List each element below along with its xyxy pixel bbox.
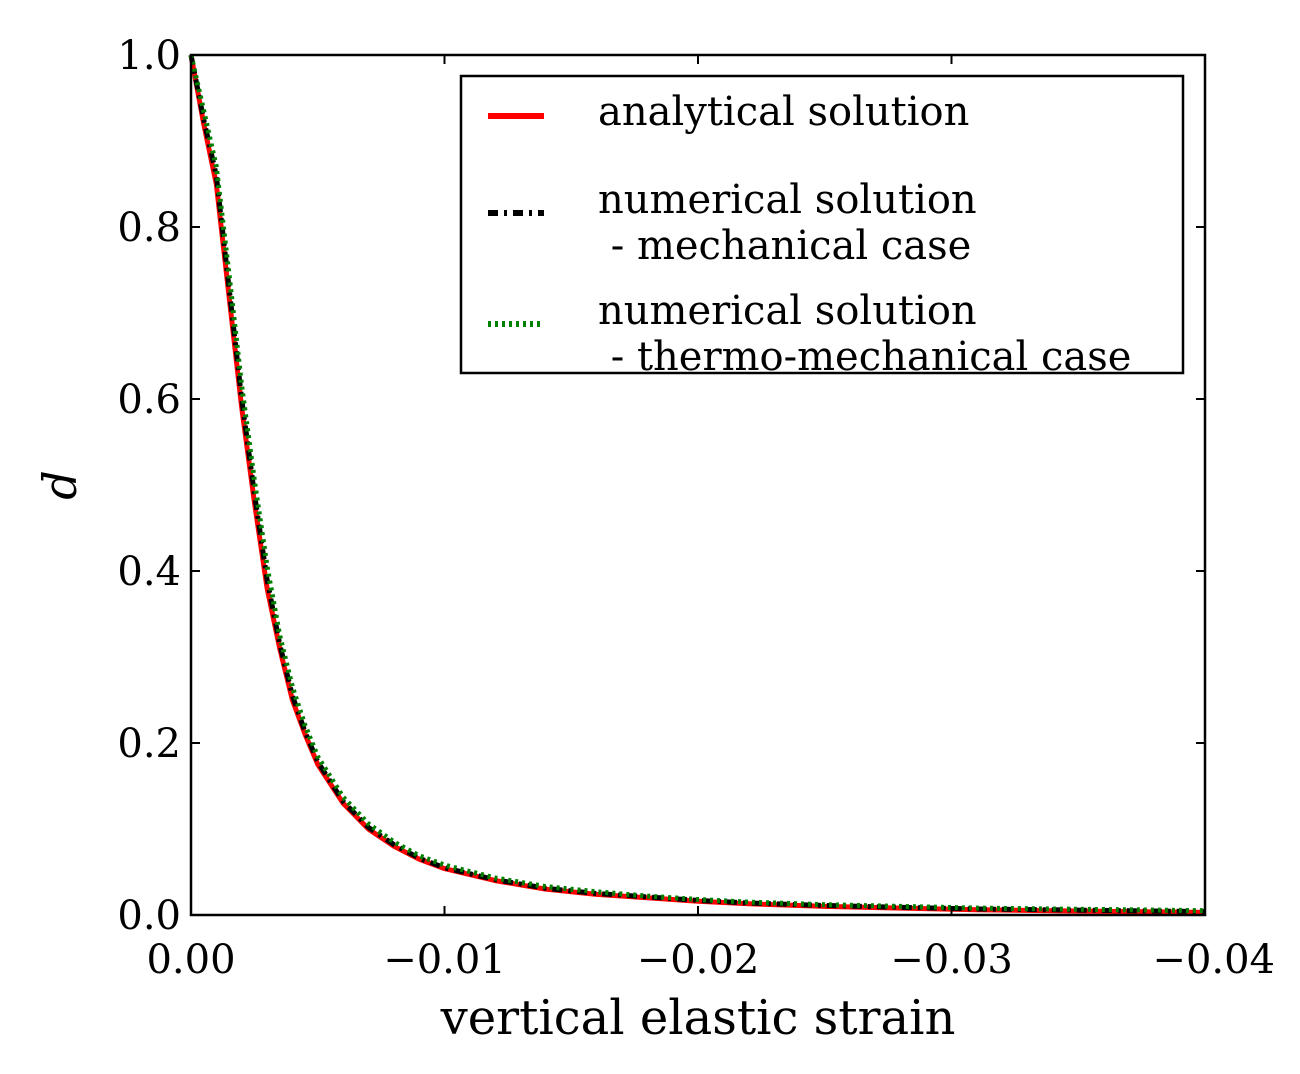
x-tick-label: −0.04: [1152, 937, 1275, 983]
x-tick-label: 0.00: [146, 937, 235, 983]
y-tick-label: 0.6: [117, 377, 181, 423]
legend-box: [459, 74, 1185, 375]
y-tick-label: 0.8: [117, 205, 181, 251]
legend-label: numerical solution: [598, 288, 977, 334]
x-tick-label: −0.03: [890, 937, 1013, 983]
legend-label: - thermo-mechanical case: [598, 334, 1131, 380]
legend-label: - mechanical case: [598, 223, 971, 269]
x-tick-label: −0.01: [383, 937, 506, 983]
x-axis-label: vertical elastic strain: [440, 990, 956, 1046]
y-tick-label: 0.4: [117, 549, 181, 595]
y-tick-label: 0.0: [117, 893, 181, 939]
ticks-layer: 0.00 −0.01 −0.02 −0.03 −0.04 0.0 0.2 0.4 0.6 0.8 1…: [117, 33, 1275, 983]
y-tick-label: 1.0: [117, 33, 181, 79]
series-layer: [188, 54, 1206, 915]
y-axis-label: d: [33, 470, 87, 499]
x-tick-label: −0.02: [637, 937, 760, 983]
legend-label: analytical solution: [598, 89, 969, 135]
y-tick-label: 0.2: [117, 721, 181, 767]
legend-label: numerical solution: [598, 177, 977, 223]
legend: analytical solution numerical solution - …: [459, 74, 1185, 380]
